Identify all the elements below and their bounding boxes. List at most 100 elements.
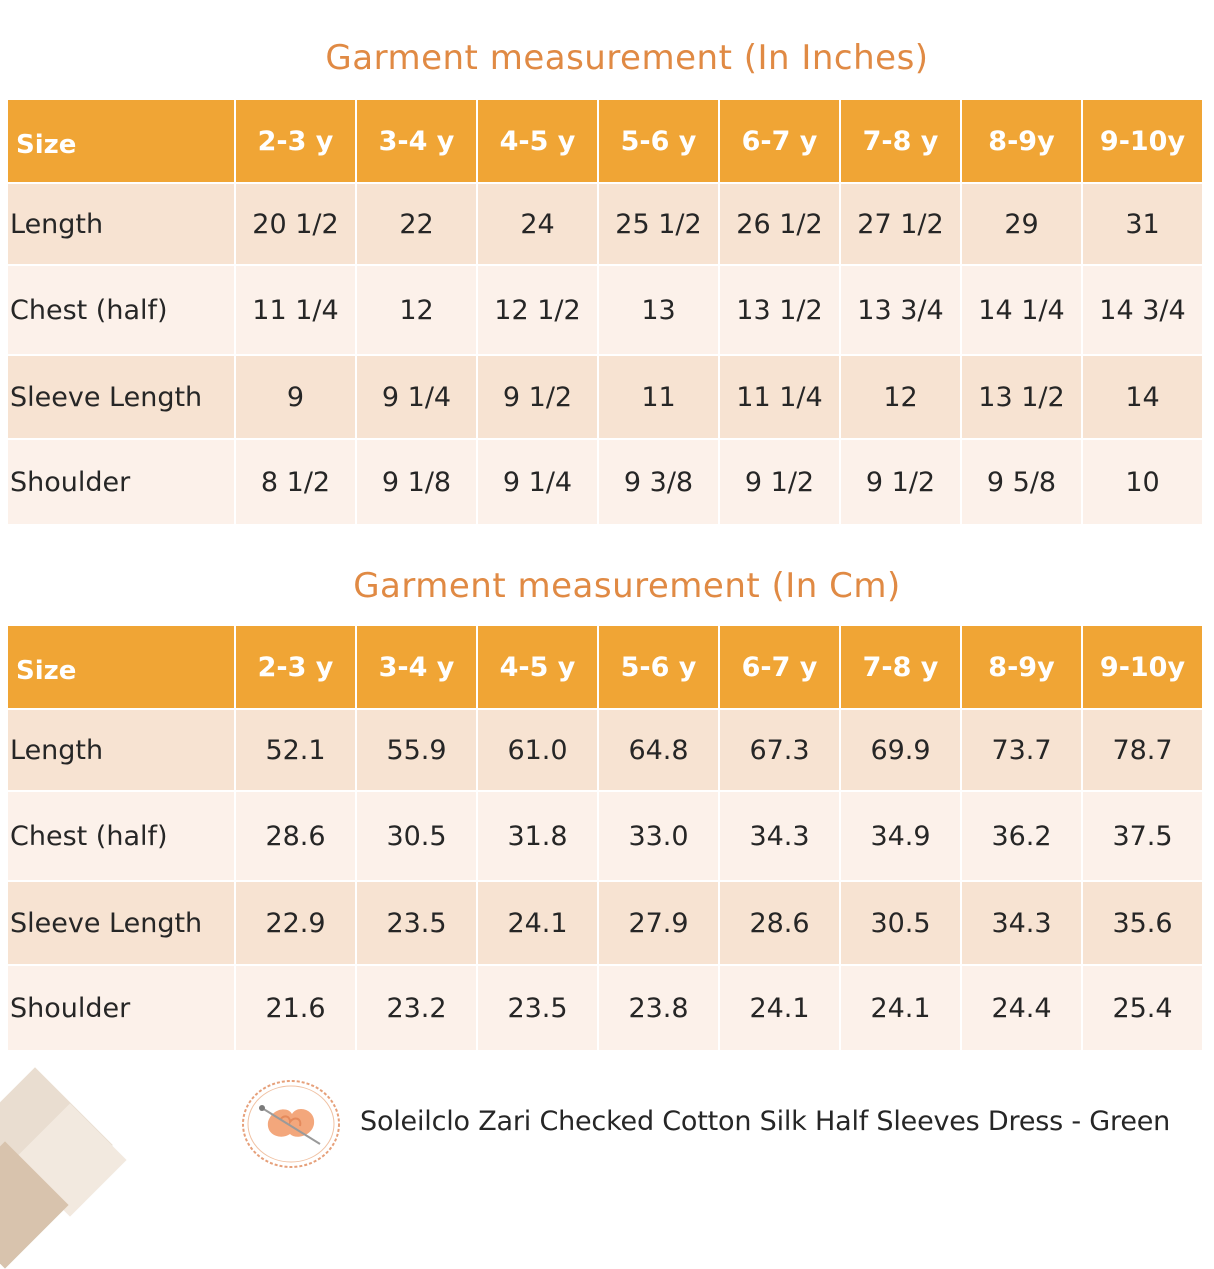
table-cell: 52.1 — [236, 710, 355, 790]
table-cell: 20 1/2 — [236, 184, 355, 264]
table-row: Length 52.1 55.9 61.0 64.8 67.3 69.9 73.… — [8, 710, 1202, 790]
table-cell: 23.8 — [599, 966, 718, 1050]
row-label: Length — [8, 710, 234, 790]
table-cell: 35.6 — [1083, 882, 1202, 964]
table-cell: 34.9 — [841, 792, 960, 880]
table-cell: 13 — [599, 266, 718, 354]
table-row: Length 20 1/2 22 24 25 1/2 26 1/2 27 1/2… — [8, 184, 1202, 264]
header-cell: 5-6 y — [599, 100, 718, 182]
header-cell: 7-8 y — [841, 626, 960, 708]
table-cell: 28.6 — [236, 792, 355, 880]
table-cell: 9 1/8 — [357, 440, 476, 524]
table-cell: 30.5 — [841, 882, 960, 964]
size-table-inches: Size 2-3 y 3-4 y 4-5 y 5-6 y 6-7 y 7-8 y… — [6, 98, 1204, 526]
header-cell: 3-4 y — [357, 626, 476, 708]
header-cell: 8-9y — [962, 100, 1081, 182]
table-cell: 14 1/4 — [962, 266, 1081, 354]
table-cell: 10 — [1083, 440, 1202, 524]
table-cell: 61.0 — [478, 710, 597, 790]
table-cell: 30.5 — [357, 792, 476, 880]
table-row: Sleeve Length 9 9 1/4 9 1/2 11 11 1/4 12… — [8, 356, 1202, 438]
table-cell: 36.2 — [962, 792, 1081, 880]
header-row: Size 2-3 y 3-4 y 4-5 y 5-6 y 6-7 y 7-8 y… — [8, 100, 1202, 182]
table-cell: 11 1/4 — [236, 266, 355, 354]
table-cell: 55.9 — [357, 710, 476, 790]
table-cell: 9 5/8 — [962, 440, 1081, 524]
header-cell: 4-5 y — [478, 626, 597, 708]
table-cell: 34.3 — [962, 882, 1081, 964]
table-cell: 13 3/4 — [841, 266, 960, 354]
table-cell: 69.9 — [841, 710, 960, 790]
header-cell: 6-7 y — [720, 626, 839, 708]
table-cell: 24.4 — [962, 966, 1081, 1050]
row-label: Chest (half) — [8, 266, 234, 354]
table-cell: 78.7 — [1083, 710, 1202, 790]
table-cell: 37.5 — [1083, 792, 1202, 880]
row-label: Sleeve Length — [8, 356, 234, 438]
product-name: Soleilclo Zari Checked Cotton Silk Half … — [360, 1106, 1171, 1137]
table-cell: 25 1/2 — [599, 184, 718, 264]
table-cell: 14 3/4 — [1083, 266, 1202, 354]
table-row: Shoulder 21.6 23.2 23.5 23.8 24.1 24.1 2… — [8, 966, 1202, 1050]
header-cell: 4-5 y — [478, 100, 597, 182]
header-cell: 2-3 y — [236, 100, 355, 182]
row-label: Length — [8, 184, 234, 264]
table-cell: 25.4 — [1083, 966, 1202, 1050]
table-cell: 22 — [357, 184, 476, 264]
table-row: Chest (half) 11 1/4 12 12 1/2 13 13 1/2 … — [8, 266, 1202, 354]
table-cell: 24 — [478, 184, 597, 264]
table-cell: 26 1/2 — [720, 184, 839, 264]
table-cell: 9 3/8 — [599, 440, 718, 524]
table-cell: 8 1/2 — [236, 440, 355, 524]
table-cell: 31.8 — [478, 792, 597, 880]
table-cell: 24.1 — [720, 966, 839, 1050]
table-cell: 12 — [357, 266, 476, 354]
table-cell: 31 — [1083, 184, 1202, 264]
table-cell: 23.2 — [357, 966, 476, 1050]
table-cell: 9 1/4 — [478, 440, 597, 524]
header-cell: 6-7 y — [720, 100, 839, 182]
table-cell: 34.3 — [720, 792, 839, 880]
table-cell: 11 1/4 — [720, 356, 839, 438]
table-cell: 9 1/2 — [478, 356, 597, 438]
header-cell: Size — [8, 100, 234, 182]
table-cell: 24.1 — [841, 966, 960, 1050]
table-cell: 21.6 — [236, 966, 355, 1050]
header-cell: 8-9y — [962, 626, 1081, 708]
header-cell: 5-6 y — [599, 626, 718, 708]
table-cell: 14 — [1083, 356, 1202, 438]
header-cell: Size — [8, 626, 234, 708]
table-cell: 67.3 — [720, 710, 839, 790]
header-cell: 9-10y — [1083, 626, 1202, 708]
table-cell: 73.7 — [962, 710, 1081, 790]
table-row: Sleeve Length 22.9 23.5 24.1 27.9 28.6 3… — [8, 882, 1202, 964]
table-cell: 22.9 — [236, 882, 355, 964]
header-row: Size 2-3 y 3-4 y 4-5 y 5-6 y 6-7 y 7-8 y… — [8, 626, 1202, 708]
row-label: Chest (half) — [8, 792, 234, 880]
table-cell: 9 1/2 — [841, 440, 960, 524]
table-cell: 12 — [841, 356, 960, 438]
header-cell: 7-8 y — [841, 100, 960, 182]
table-cell: 9 1/2 — [720, 440, 839, 524]
header-cell: 3-4 y — [357, 100, 476, 182]
table-cell: 27.9 — [599, 882, 718, 964]
table-cell: 29 — [962, 184, 1081, 264]
table-cell: 11 — [599, 356, 718, 438]
table-cell: 12 1/2 — [478, 266, 597, 354]
table-cell: 13 1/2 — [720, 266, 839, 354]
brand-logo-icon — [242, 1080, 340, 1168]
header-cell: 2-3 y — [236, 626, 355, 708]
header-cell: 9-10y — [1083, 100, 1202, 182]
row-label: Shoulder — [8, 966, 234, 1050]
table-row: Chest (half) 28.6 30.5 31.8 33.0 34.3 34… — [8, 792, 1202, 880]
table-cell: 28.6 — [720, 882, 839, 964]
title-cm: Garment measurement (In Cm) — [353, 566, 901, 606]
title-inches: Garment measurement (In Inches) — [325, 38, 929, 78]
row-label: Sleeve Length — [8, 882, 234, 964]
row-label: Shoulder — [8, 440, 234, 524]
table-cell: 23.5 — [357, 882, 476, 964]
table-cell: 9 — [236, 356, 355, 438]
table-cell: 13 1/2 — [962, 356, 1081, 438]
table-cell: 9 1/4 — [357, 356, 476, 438]
table-cell: 64.8 — [599, 710, 718, 790]
